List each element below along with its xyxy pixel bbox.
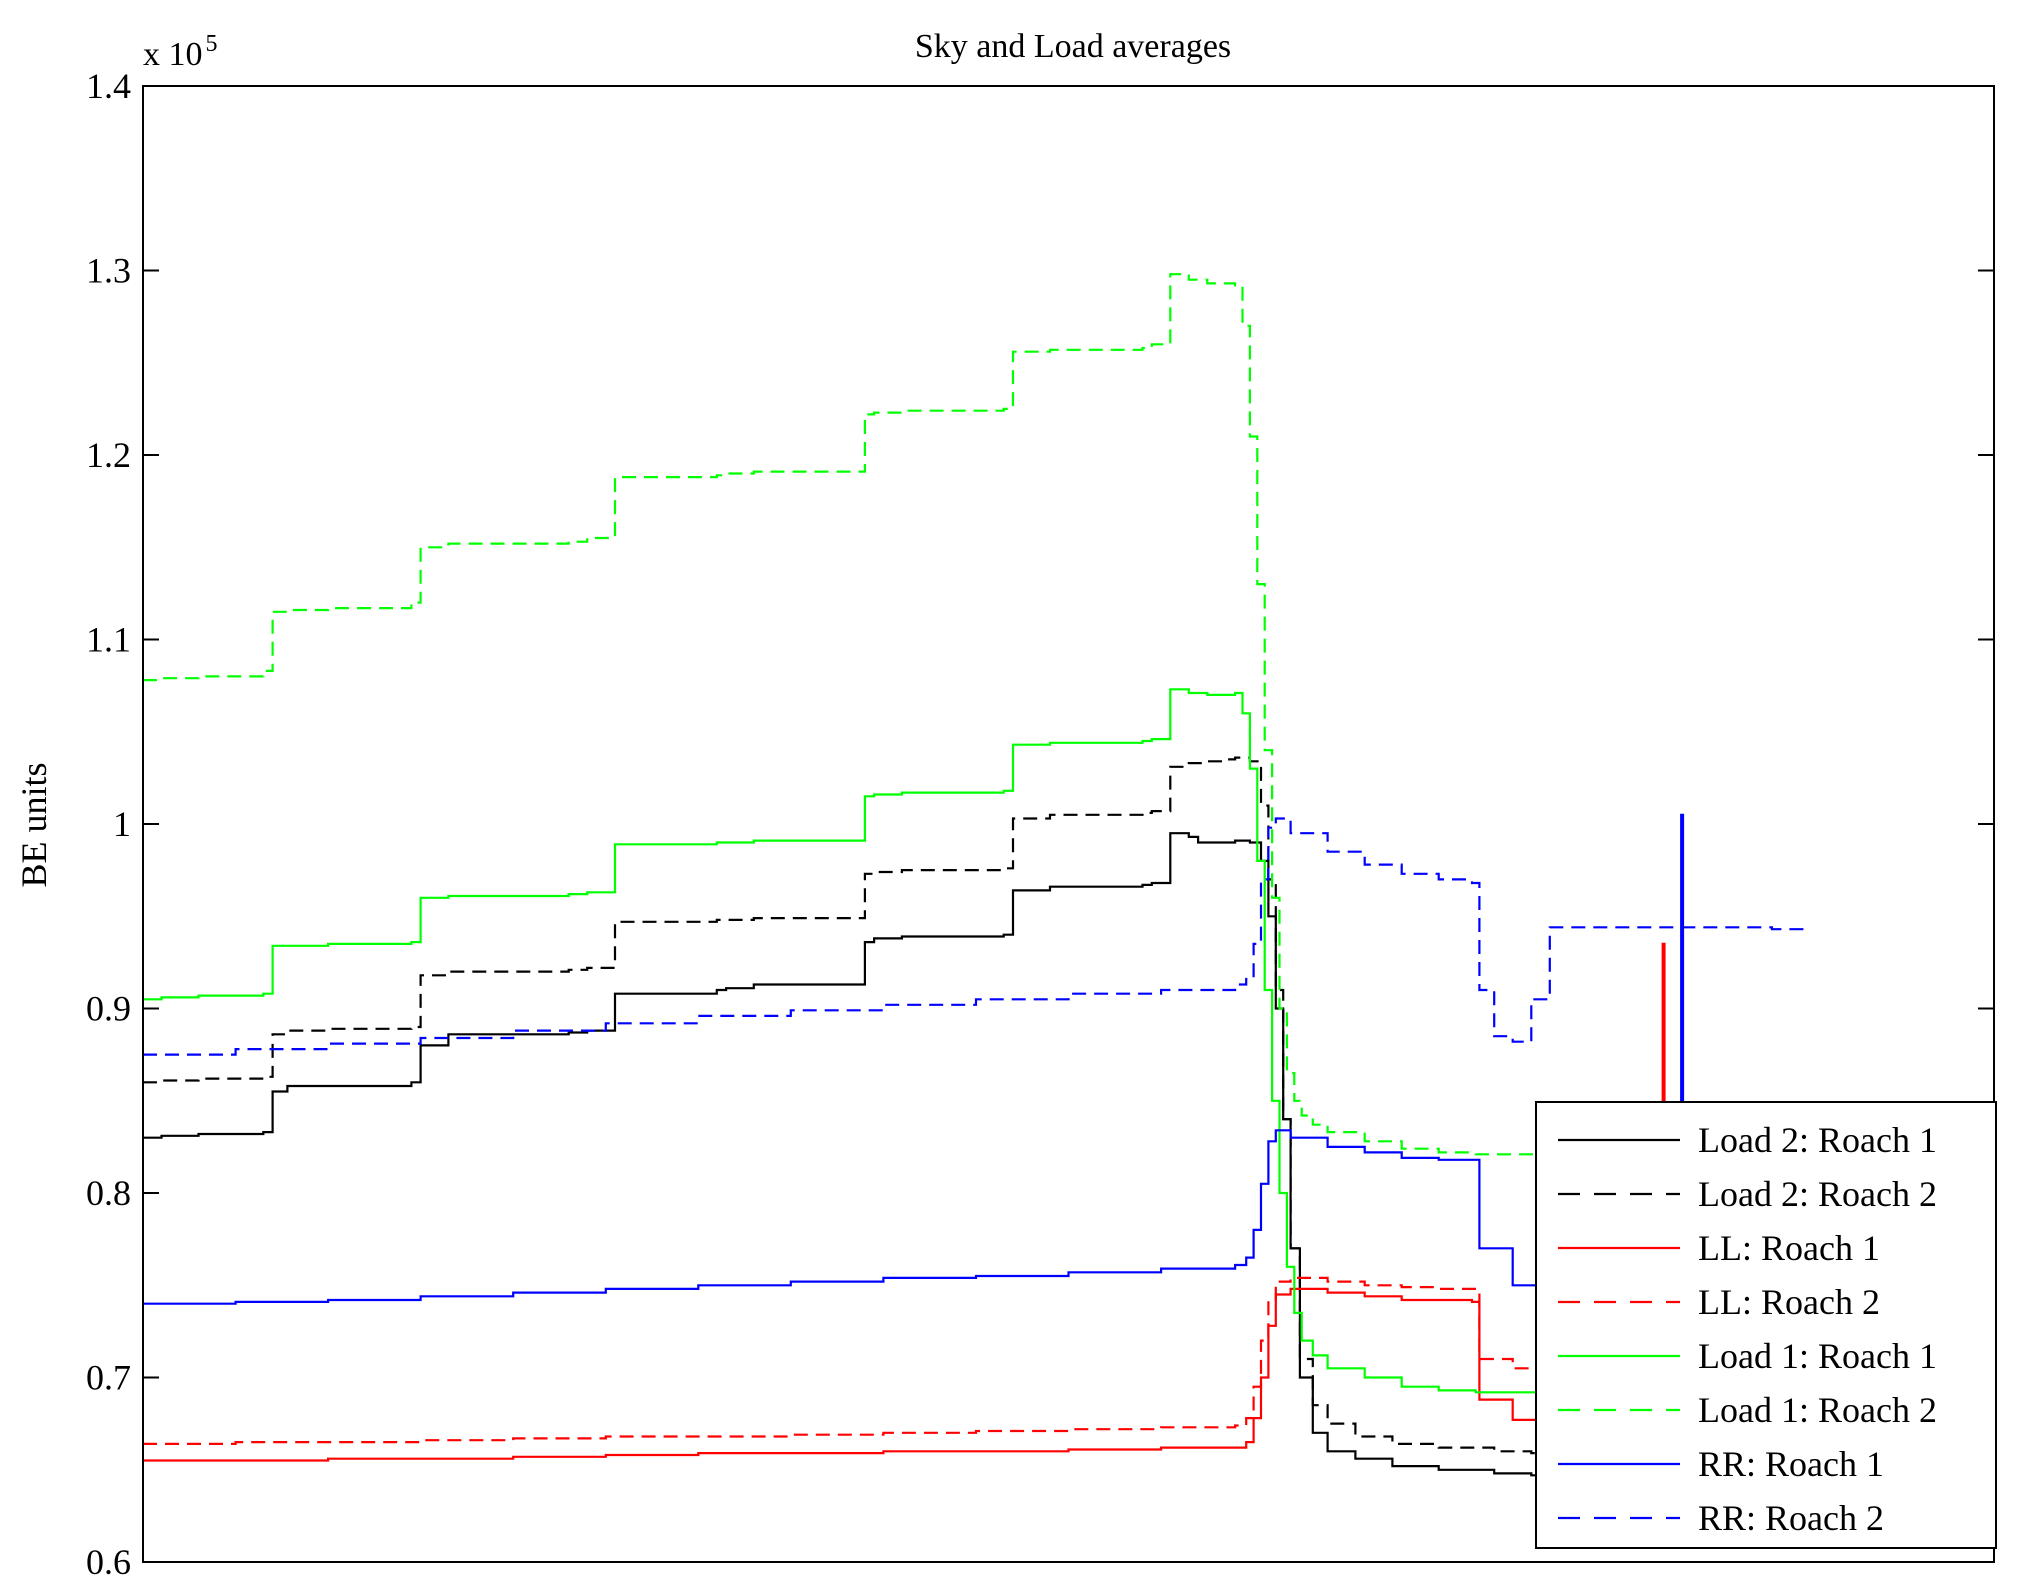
legend: Load 2: Roach 1 Load 2: Roach 2 LL: Roach … [1535,1101,1997,1549]
legend-label: Load 2: Roach 2 [1698,1174,1937,1214]
y-tick-label: 0.7 [86,1358,131,1398]
series-line-1 [143,832,1550,1477]
series-line-7 [143,813,1735,1305]
y-tick-label: 0.9 [86,989,131,1029]
legend-label: LL: Roach 1 [1698,1228,1880,1268]
y-multiplier-exp: 5 [206,31,218,57]
series-line-2 [143,756,1550,1455]
y-tick-label: 1.3 [86,251,131,291]
legend-label: Load 2: Roach 1 [1698,1120,1937,1160]
chart-title: Sky and Load averages [915,28,1231,65]
y-multiplier-base: x 10 [143,36,203,73]
legend-label: LL: Roach 2 [1698,1282,1880,1322]
legend-box [1535,1101,1997,1549]
legend-label: RR: Roach 2 [1698,1498,1884,1538]
legend-label: Load 1: Roach 2 [1698,1390,1937,1430]
series-line-3 [143,942,1670,1462]
series-line-6 [143,273,1550,1156]
y-tick-label: 1.2 [86,435,131,475]
y-tick-label: 1.4 [86,66,131,106]
y-tick-label: 1 [113,804,131,844]
y-tick-label: 0.6 [86,1542,131,1582]
series-line-4 [143,1276,1669,1445]
y-multiplier: x 10 5 [143,31,218,73]
y-axis-label: BE units [14,762,54,887]
y-tick-label: 1.1 [86,620,131,660]
series-line-5 [143,688,1550,1394]
y-ticks: 0.6 0.7 0.8 0.9 1 1.1 1.2 1.3 1.4 [86,66,1994,1582]
legend-label: RR: Roach 1 [1698,1444,1884,1484]
plot-frame [142,85,1995,1563]
legend-label: Load 1: Roach 1 [1698,1336,1937,1376]
y-tick-label: 0.8 [86,1173,131,1213]
series-line-8 [143,817,1810,1056]
